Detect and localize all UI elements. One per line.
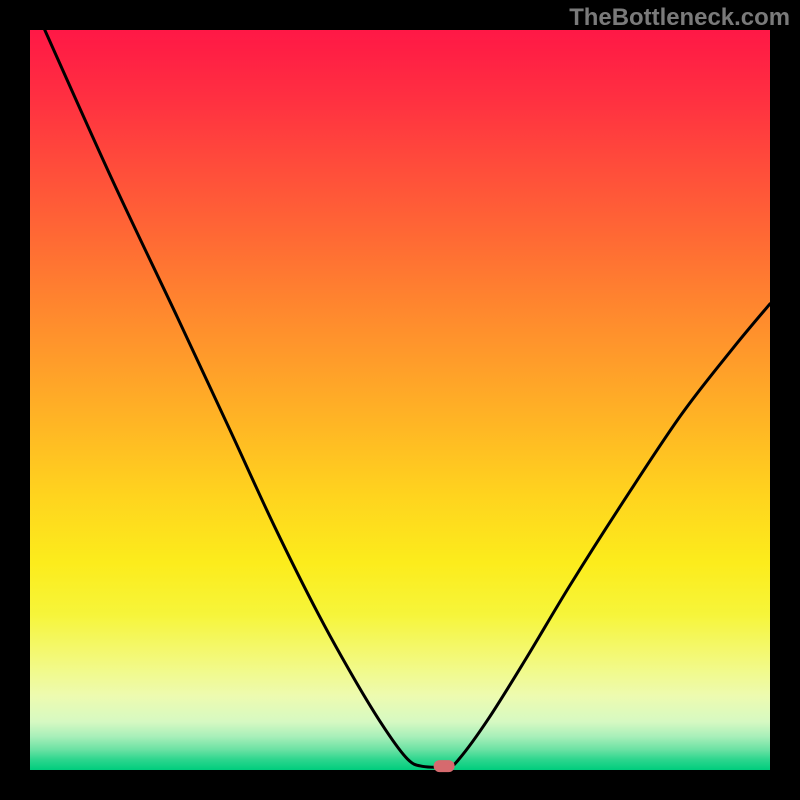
plot-area xyxy=(30,30,770,770)
optimum-marker xyxy=(434,760,455,772)
gradient-background xyxy=(30,30,770,770)
chart-svg xyxy=(30,30,770,770)
chart-frame: TheBottleneck.com xyxy=(0,0,800,800)
watermark-text: TheBottleneck.com xyxy=(569,4,790,32)
